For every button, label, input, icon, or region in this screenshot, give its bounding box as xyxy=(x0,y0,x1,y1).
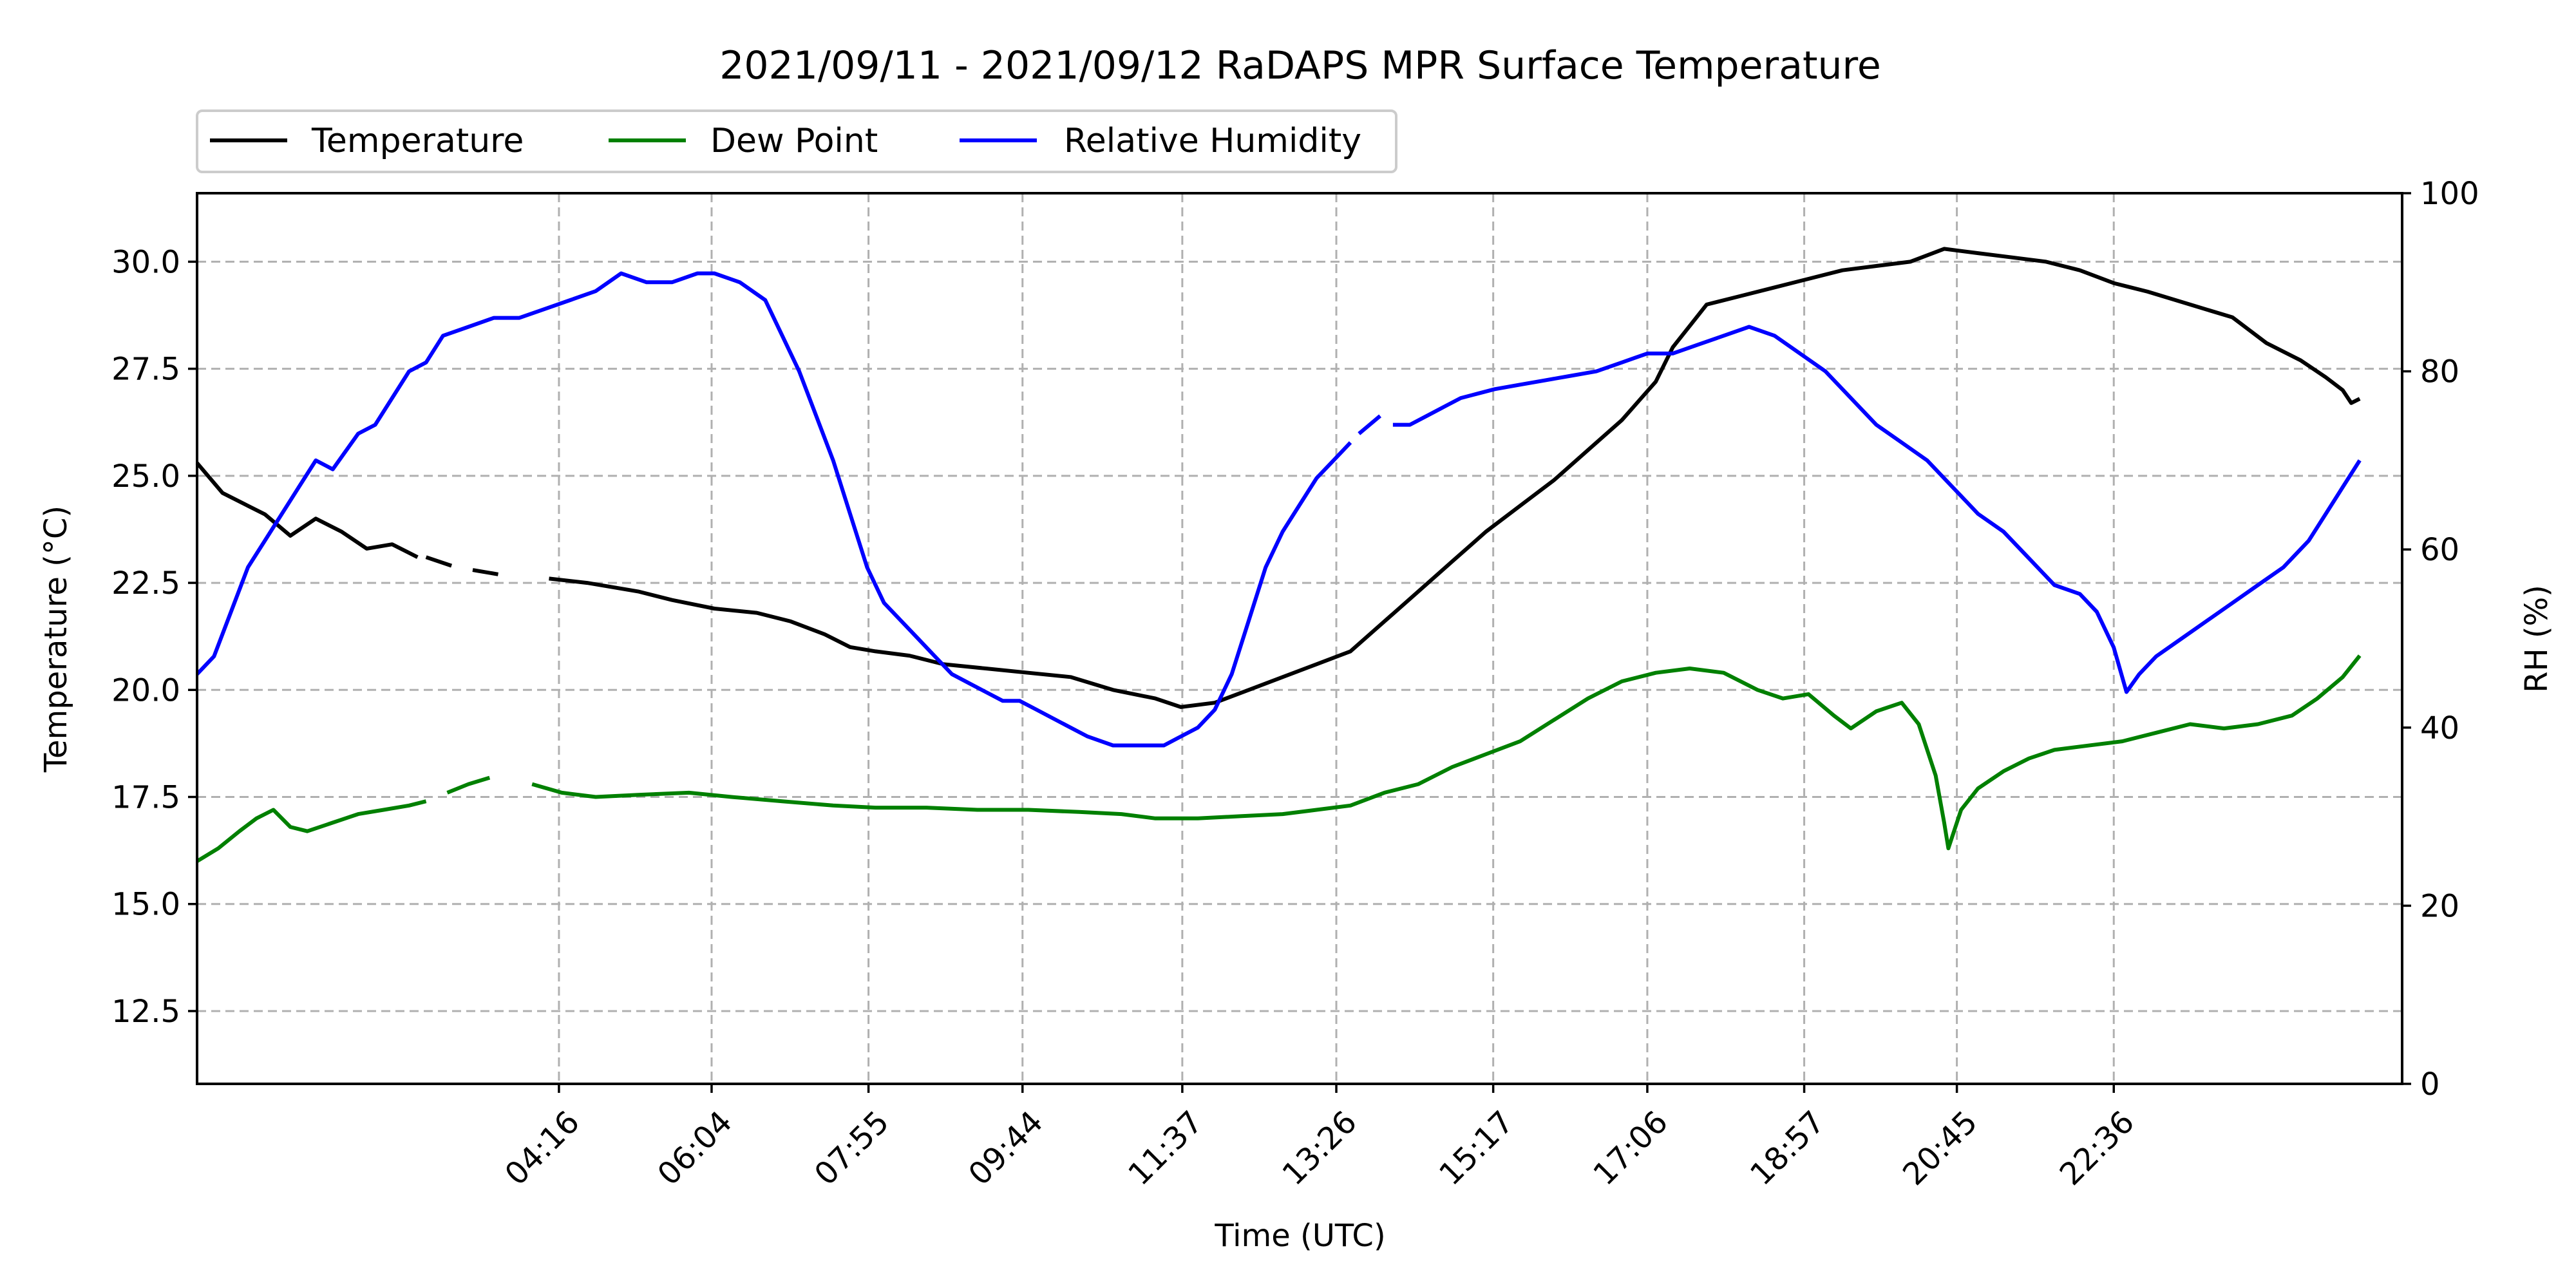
series-line-temperature-segment-0 xyxy=(195,461,419,559)
legend-label-dew-point: Dew Point xyxy=(710,122,878,160)
series-line-temperature-segment-1 xyxy=(425,555,453,568)
y2-tick-label: 40 xyxy=(2420,710,2459,746)
grid-lines xyxy=(197,193,2402,1084)
chart-title: 2021/09/11 - 2021/09/12 RaDAPS MPR Surfa… xyxy=(719,43,1881,88)
plot-series xyxy=(195,247,2362,863)
y-axis-left: 12.5 15.0 17.5 20.0 22.5 25.0 27.5 30.0 xyxy=(111,244,197,1030)
x-axis-label: Time (UTC) xyxy=(1214,1218,1385,1254)
y-tick-label: 30.0 xyxy=(111,244,180,280)
y-tick-label: 17.5 xyxy=(111,780,180,816)
legend-label-relative-humidity: Relative Humidity xyxy=(1064,122,1361,160)
legend: Temperature Dew Point Relative Humidity xyxy=(196,109,1397,173)
y2-tick-label: 80 xyxy=(2420,354,2459,390)
series-line-dew-point-segment-1 xyxy=(446,775,491,795)
y-tick-label: 15.0 xyxy=(111,887,180,923)
y-tick-label: 12.5 xyxy=(111,994,180,1030)
series-line-relative-humidity-segment-0 xyxy=(195,271,1352,748)
y-tick-label: 27.5 xyxy=(111,352,180,388)
series-temperature xyxy=(195,247,2361,709)
series-line-relative-humidity-segment-1 xyxy=(1358,414,1382,435)
y-axis-right: 0 20 40 60 80 100 xyxy=(2402,176,2479,1103)
y2-tick-label: 0 xyxy=(2420,1066,2440,1103)
series-line-dew-point-segment-2 xyxy=(531,654,2362,851)
series-line-temperature-segment-2 xyxy=(472,568,499,576)
y-tick-label: 25.0 xyxy=(111,459,180,495)
y-axis-label-left: Temperature (°C) xyxy=(38,506,74,773)
series-dew-point xyxy=(196,654,2362,863)
series-line-relative-humidity-segment-2 xyxy=(1392,325,2362,694)
series-relative-humidity xyxy=(195,271,2362,748)
legend-label-temperature: Temperature xyxy=(311,122,524,160)
series-line-dew-point-segment-0 xyxy=(196,799,427,863)
y2-tick-label: 60 xyxy=(2420,532,2459,568)
legend-box xyxy=(196,109,1397,173)
series-line-temperature-segment-3 xyxy=(549,247,2361,709)
y2-tick-label: 20 xyxy=(2420,888,2459,924)
plot-frame xyxy=(196,192,2403,1085)
y-tick-label: 22.5 xyxy=(111,565,180,601)
y-axis-label-right: RH (%) xyxy=(2519,585,2555,693)
y-tick-label: 20.0 xyxy=(111,672,180,708)
y2-tick-label: 100 xyxy=(2420,176,2479,212)
